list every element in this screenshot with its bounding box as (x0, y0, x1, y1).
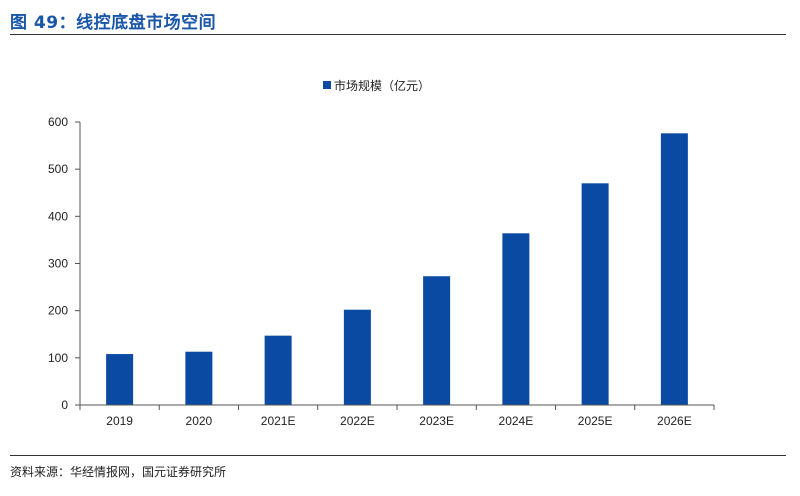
bar (502, 233, 530, 405)
figure-title: 图 49：线控底盘市场空间 (10, 13, 217, 33)
bar (660, 133, 688, 405)
y-tick-label: 100 (48, 351, 68, 365)
y-tick-label: 300 (48, 257, 68, 271)
y-tick-label: 600 (48, 115, 68, 129)
y-tick-label: 0 (61, 398, 68, 412)
x-axis: 2019 2020 2021E 2022E 2023E 2024E 2025E 2026E (79, 404, 715, 428)
legend-label: 市场规模（亿元） (334, 78, 430, 93)
bars-group (106, 133, 688, 405)
y-tick-label: 400 (48, 209, 68, 223)
x-tick-label: 2025E (578, 414, 613, 428)
source-note: 资料来源：华经情报网，国元证券研究所 (10, 465, 227, 479)
title-rule (10, 34, 786, 35)
bar (185, 351, 213, 405)
x-tick-label: 2023E (419, 414, 454, 428)
legend: 市场规模（亿元） (323, 78, 430, 93)
bar (581, 183, 609, 405)
y-tick-label: 200 (48, 304, 68, 318)
y-axis: 0 100 200 300 400 500 600 (48, 115, 81, 412)
x-tick-label: 2022E (340, 414, 375, 428)
footer-rule (10, 455, 786, 456)
y-tick-label: 500 (48, 162, 68, 176)
x-tick-label: 2024E (499, 414, 534, 428)
bar (423, 276, 451, 405)
x-tick-label: 2021E (261, 414, 296, 428)
legend-swatch (323, 81, 331, 89)
bar (106, 354, 134, 405)
bar (264, 335, 292, 405)
x-tick-label: 2020 (186, 414, 213, 428)
x-tick-label: 2026E (657, 414, 692, 428)
bar (343, 309, 371, 405)
x-tick-label: 2019 (106, 414, 133, 428)
